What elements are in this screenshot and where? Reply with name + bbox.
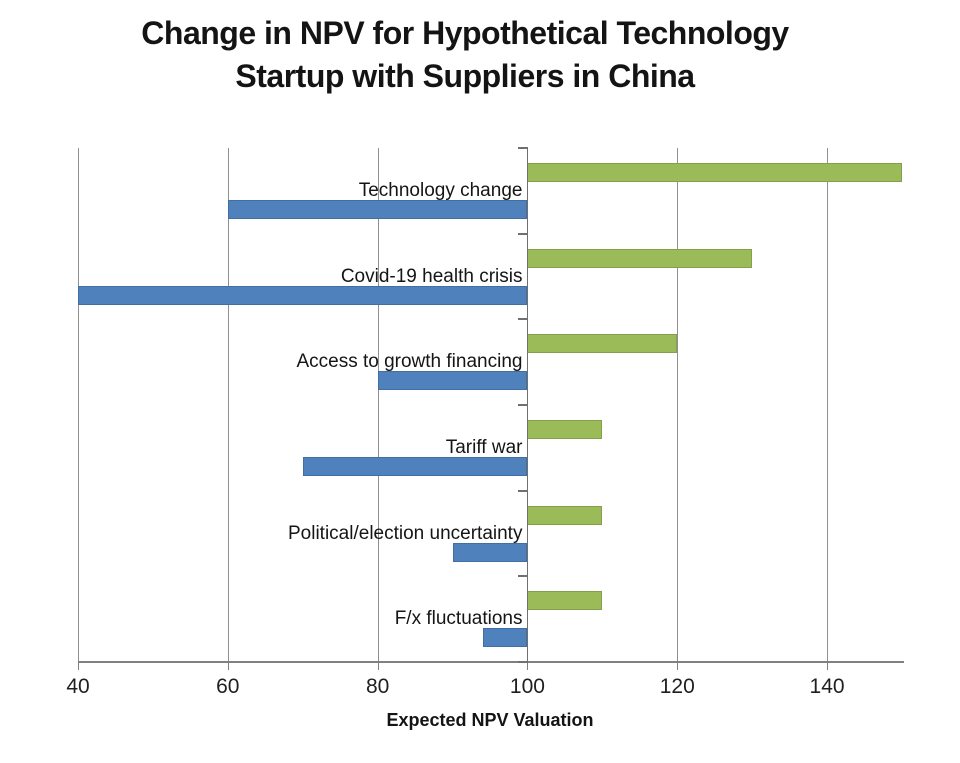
x-tick-label-40: 40 <box>66 675 90 698</box>
category-label: F/x fluctuations <box>394 608 523 630</box>
x-tick-label-120: 120 <box>659 675 695 698</box>
x-tick-mark-120 <box>677 663 679 670</box>
category-label: Technology change <box>358 180 523 201</box>
category-axis-tick <box>518 232 529 235</box>
bar-upside <box>527 163 902 182</box>
x-tick-mark-140 <box>827 663 829 670</box>
x-tick-label-80: 80 <box>365 675 390 698</box>
bar-downside <box>302 457 528 476</box>
bar-downside <box>482 628 528 648</box>
gridline-40 <box>78 148 79 662</box>
category-label: Tariff war <box>445 437 523 458</box>
bar-downside <box>452 542 528 562</box>
x-tick-mark-80 <box>377 663 379 670</box>
x-tick-label-60: 60 <box>216 675 240 698</box>
bar-downside <box>227 200 528 219</box>
x-tick-mark-60 <box>227 663 229 670</box>
x-axis-title: Expected NPV Valuation <box>386 710 594 730</box>
gridline-80 <box>377 148 379 662</box>
x-axis-line <box>78 661 904 663</box>
category-axis-tick <box>518 147 529 149</box>
category-axis-tick <box>518 575 529 578</box>
category-label: Political/election uncertainty <box>288 522 523 544</box>
chart-title: Change in NPV for Hypothetical Technolog… <box>141 15 789 94</box>
bar-downside <box>377 371 528 391</box>
category-axis-tick <box>518 404 529 406</box>
bar-upside <box>527 591 603 611</box>
category-label: Access to growth financing <box>296 351 523 373</box>
x-tick-label-100: 100 <box>509 675 545 698</box>
bar-upside <box>527 420 603 439</box>
bar-downside <box>78 285 528 305</box>
category-axis-tick <box>518 489 529 492</box>
category-label: Covid-19 health crisis <box>340 265 523 287</box>
bar-upside <box>527 505 603 525</box>
x-tick-mark-40 <box>78 663 79 670</box>
gridline-140 <box>827 148 829 662</box>
bar-upside <box>527 334 678 354</box>
plot-area: 40 60 80 100 120 140 Technology change Covid-19… <box>66 147 904 698</box>
gridline-60 <box>227 148 229 662</box>
gridline-120 <box>677 148 679 662</box>
bar-upside <box>527 248 753 268</box>
category-axis-tick <box>518 318 529 321</box>
x-tick-mark-100 <box>527 663 529 670</box>
x-tick-label-140: 140 <box>809 675 845 698</box>
category-axis-tick <box>518 661 529 663</box>
